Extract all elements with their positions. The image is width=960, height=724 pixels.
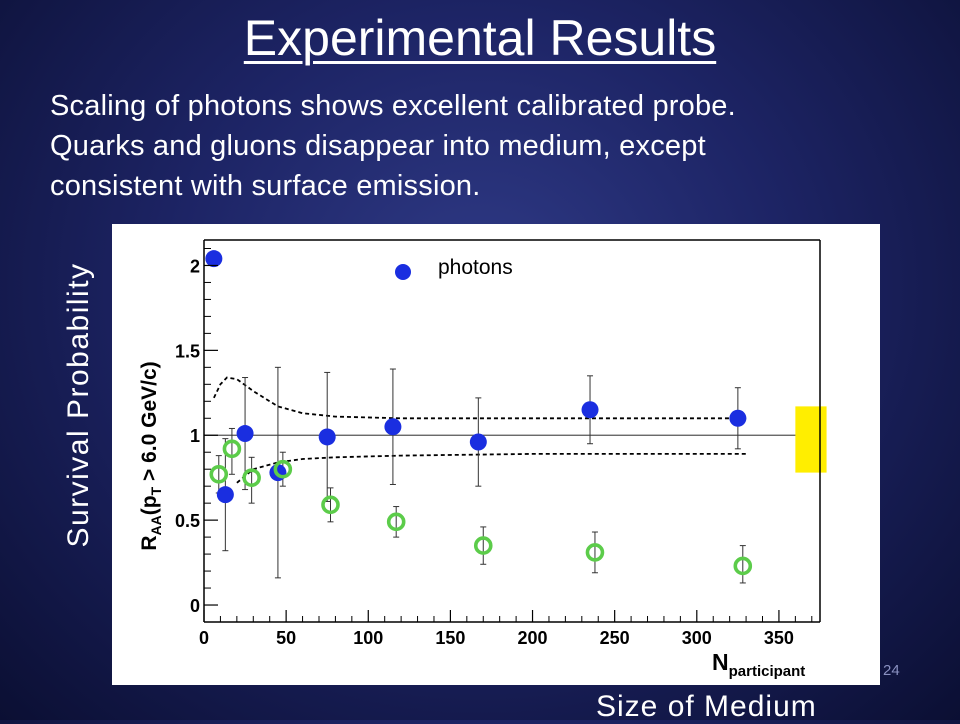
x-tick-label: 250: [600, 628, 630, 648]
y-tick-label: 0: [190, 596, 200, 616]
x-tick-label: 0: [199, 628, 209, 648]
x-tick-label: 150: [435, 628, 465, 648]
hadron-point: [585, 543, 605, 562]
y-axis-label: RAA(pT > 6.0 GeV/c): [138, 361, 164, 550]
photon-point: [318, 428, 336, 446]
hadron-point: [222, 439, 242, 459]
slide-number: 24: [883, 662, 900, 679]
x-tick-label: 200: [518, 628, 548, 648]
x-tick-label: 300: [682, 628, 712, 648]
y-axis-label-tail: > 6.0 GeV/c): [138, 361, 161, 487]
y-axis-label-sub: AA: [148, 515, 164, 535]
y-axis-label-main: R: [138, 535, 161, 550]
normalization-box: [795, 406, 827, 473]
slide-body: Scaling of photons shows excellent calib…: [50, 86, 930, 206]
x-tick-label: 50: [276, 628, 296, 648]
y-axis-label-rest: (p: [138, 495, 161, 515]
x-tick-label: 350: [764, 628, 794, 648]
chart-panel: 0 50 100 150 200 250 300 350 0 0.5 1 1.5 2 RAA(pT > …: [112, 224, 880, 685]
bottom-label: Size of Medium: [596, 690, 817, 723]
body-line-1: Scaling of photons shows excellent calib…: [50, 90, 736, 122]
photon-point: [384, 418, 402, 436]
x-axis-label-main: N: [712, 649, 729, 675]
photon-point: [469, 433, 487, 451]
legend-label: photons: [438, 256, 513, 279]
hadron-point: [273, 459, 293, 479]
photon-point: [205, 250, 223, 268]
hadron-point: [209, 464, 229, 484]
y-tick-label: 2: [190, 256, 200, 276]
slide-title: Experimental Results: [243, 10, 717, 66]
raa-chart: 0 50 100 150 200 250 300 350 0 0.5 1 1.5 2 RAA(pT > …: [138, 239, 827, 680]
hadron-point: [386, 512, 406, 532]
y-tick-label: 1: [190, 426, 200, 446]
photon-point: [581, 401, 599, 419]
y-tick-label: 1.5: [175, 341, 200, 361]
body-line-3: consistent with surface emission.: [50, 170, 481, 202]
hadron-point: [473, 536, 493, 555]
x-axis-label-sub: participant: [729, 663, 806, 680]
band-lower-line: [236, 453, 747, 484]
photon-point: [729, 409, 747, 427]
body-line-2: Quarks and gluons disappear into medium,…: [50, 130, 706, 162]
legend-marker: [395, 264, 411, 280]
hadron-point: [733, 556, 753, 576]
x-axis-label: Nparticipant: [712, 649, 805, 680]
y-tick-label: 0.5: [175, 511, 200, 531]
side-label: Survival Probability: [62, 262, 95, 548]
band-upper-line: [213, 376, 747, 420]
x-tick-label: 100: [353, 628, 383, 648]
hadron-point: [321, 495, 340, 515]
photon-point: [216, 486, 234, 504]
photon-point: [236, 425, 254, 443]
y-axis-label-sub2: T: [148, 486, 164, 495]
hadron-point: [242, 468, 261, 487]
